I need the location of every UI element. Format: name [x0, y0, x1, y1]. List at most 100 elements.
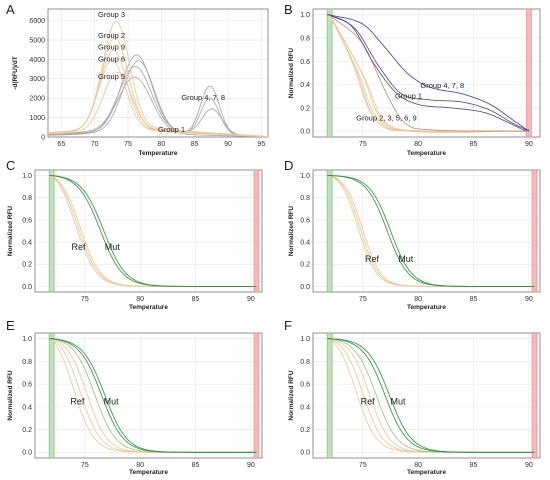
x-tick-label: 75	[124, 141, 132, 148]
red-range-marker[interactable]	[526, 8, 532, 138]
y-tick-label: 5000	[29, 37, 45, 44]
curve-annotation: Mut	[104, 397, 120, 407]
x-tick-label: 85	[470, 141, 478, 148]
curve-annotation: Mut	[105, 242, 121, 252]
y-tick-label: 1.0	[300, 173, 310, 180]
panel-f: F 0.0 0.2 0.4 0.6 0.8 1.0 75 80 85 90 Temperature No…	[284, 318, 541, 476]
panel-letter: F	[284, 318, 292, 333]
red-range-marker[interactable]	[253, 332, 260, 459]
x-tick-label: 75	[359, 462, 367, 469]
x-tick-label: 80	[136, 462, 144, 469]
y-tick-label: 0.0	[300, 129, 310, 136]
curve-annotation: Group 6	[98, 54, 125, 63]
x-tick-label: 90	[247, 462, 255, 469]
x-tick-label: 70	[91, 141, 99, 148]
x-tick-label: 75	[81, 462, 89, 469]
series-line-3	[49, 175, 257, 287]
x-tick-label: 90	[224, 141, 232, 148]
series-line-4	[47, 76, 269, 138]
series-line-3	[327, 175, 535, 287]
green-range-marker[interactable]	[48, 332, 55, 459]
y-tick-label: 1000	[29, 115, 45, 122]
curve-annotation: Group 2	[98, 31, 125, 40]
series-line-4	[49, 175, 257, 287]
panel-d: D 0.0 0.2 0.4 0.6 0.8 1.0 75 80 85 90 Temperature No…	[284, 158, 541, 311]
x-tick-label: 90	[525, 462, 533, 469]
x-tick-label: 85	[470, 462, 478, 469]
y-tick-label: 0.8	[300, 359, 310, 366]
plot-frame	[47, 8, 269, 138]
y-tick-label: 0.0	[300, 284, 310, 291]
x-tick-label: 85	[192, 296, 200, 303]
y-tick-label: 0.4	[300, 82, 310, 89]
x-tick-label: 75	[359, 141, 367, 148]
y-tick-label: 0	[41, 134, 45, 141]
series-line-3	[49, 338, 257, 453]
series-line-4	[327, 175, 535, 287]
y-tick-label: 0.6	[22, 382, 32, 389]
y-tick-label: 1.0	[300, 12, 310, 19]
red-range-marker[interactable]	[531, 169, 538, 293]
green-range-marker[interactable]	[48, 169, 55, 293]
plot-frame	[312, 332, 541, 459]
y-tick-label: 0.8	[22, 195, 32, 202]
series-line-6	[327, 338, 535, 453]
series-line-1	[47, 54, 269, 138]
curve-annotation: Ref	[70, 397, 85, 407]
panel-b: B 0.0 0.2 0.4 0.6 0.8 1.0 75 80 85 90 Temperature No…	[284, 2, 541, 157]
y-axis-title: Normalized RFU	[7, 206, 14, 257]
red-range-marker[interactable]	[531, 332, 538, 459]
y-tick-label: 0.8	[22, 359, 32, 366]
green-range-marker[interactable]	[326, 8, 333, 138]
x-tick-label: 80	[414, 462, 422, 469]
series-line-6	[49, 338, 257, 453]
y-axis-title: Normalized RFU	[288, 206, 295, 257]
y-tick-label: 0.0	[22, 284, 32, 291]
curve-annotation: Ref	[72, 242, 87, 252]
series-line-3	[47, 66, 269, 138]
y-axis-title: Normalized RFU	[288, 370, 295, 421]
curve-annotation: Mut	[391, 397, 407, 407]
y-tick-label: 0.4	[300, 404, 310, 411]
y-tick-label: 0.6	[300, 382, 310, 389]
panel-letter: B	[284, 2, 293, 17]
curve-annotation: Group 3	[98, 10, 125, 19]
panel-letter: D	[284, 158, 293, 173]
series-line-5	[327, 175, 535, 287]
x-axis-title: Temperature	[139, 150, 178, 157]
y-tick-label: 0.4	[22, 239, 32, 246]
y-tick-label: 3000	[29, 76, 45, 83]
series-line-7	[47, 50, 269, 138]
panel-letter: A	[6, 2, 15, 17]
series-line-4	[327, 338, 535, 453]
green-range-marker[interactable]	[326, 169, 333, 293]
curve-annotation: Ref	[361, 397, 376, 407]
curve-annotation: Group 5	[98, 72, 125, 81]
panel-a: A 0 1000 2000 3000 4000 5000 6000 65 70 75 80 85 90 95…	[6, 2, 269, 157]
series-line-2	[49, 338, 257, 453]
y-tick-label: 0.2	[300, 105, 310, 112]
curve-annotation: Group 4, 7, 8	[420, 81, 464, 90]
series-line-2	[49, 175, 257, 287]
plot-frame	[34, 332, 263, 459]
panel-c: C 0.0 0.2 0.4 0.6 0.8 1.0 75 80 85 90 Temperature No…	[6, 158, 263, 311]
series-line-1	[49, 338, 257, 453]
y-tick-label: 1.0	[22, 336, 32, 343]
plot-frame	[312, 8, 541, 138]
x-axis-title: Temperature	[407, 304, 446, 311]
y-axis-title: Normalized RFU	[288, 48, 295, 99]
y-tick-label: 1.0	[22, 173, 32, 180]
y-tick-label: 0.4	[22, 404, 32, 411]
green-range-marker[interactable]	[326, 332, 333, 459]
red-range-marker[interactable]	[253, 169, 260, 293]
plot-frame	[34, 169, 263, 293]
series-line-7	[327, 14, 529, 131]
y-axis-title: -d(RFU)/dT	[12, 56, 19, 90]
x-axis-title: Temperature	[129, 304, 168, 311]
series-line-9	[47, 72, 269, 138]
series-line-1	[327, 175, 535, 287]
series-line-9	[327, 14, 530, 132]
x-axis-title: Temperature	[407, 150, 446, 157]
y-tick-label: 0.2	[300, 427, 310, 434]
y-tick-label: 0.0	[300, 450, 310, 457]
